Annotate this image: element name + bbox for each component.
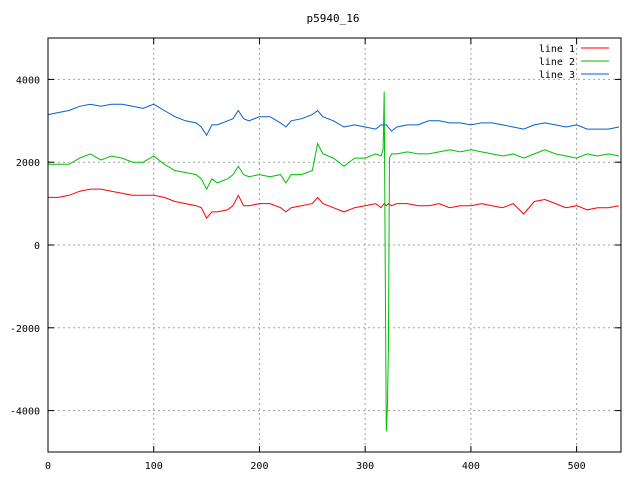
legend-label-2: line 2 [539, 57, 575, 68]
y-tick-label: 4000 [16, 75, 40, 86]
legend-label-3: line 3 [539, 70, 575, 81]
series-line-1 [48, 188, 619, 219]
y-tick-label: -4000 [10, 407, 40, 418]
x-tick-label: 400 [462, 461, 480, 472]
x-tick-label: 0 [45, 461, 51, 472]
grid [48, 38, 621, 452]
x-tick-label: 500 [568, 461, 586, 472]
axes: 0 100 200 300 400 500 -4000 -2000 0 2000 4000 [10, 37, 622, 472]
x-tick-label: 100 [145, 461, 163, 472]
chart-title: p5940_16 [307, 12, 360, 25]
series-line-2 [48, 91, 619, 432]
y-tick-label: 2000 [16, 158, 40, 169]
y-tick-label: 0 [34, 241, 40, 252]
x-tick-label: 300 [356, 461, 374, 472]
legend: line 1 line 2 line 3 [539, 44, 609, 81]
series-line-3 [47, 103, 619, 137]
legend-label-1: line 1 [539, 44, 575, 55]
plot-series [47, 91, 619, 432]
y-tick-label: -2000 [10, 324, 40, 335]
x-tick-label: 200 [250, 461, 268, 472]
